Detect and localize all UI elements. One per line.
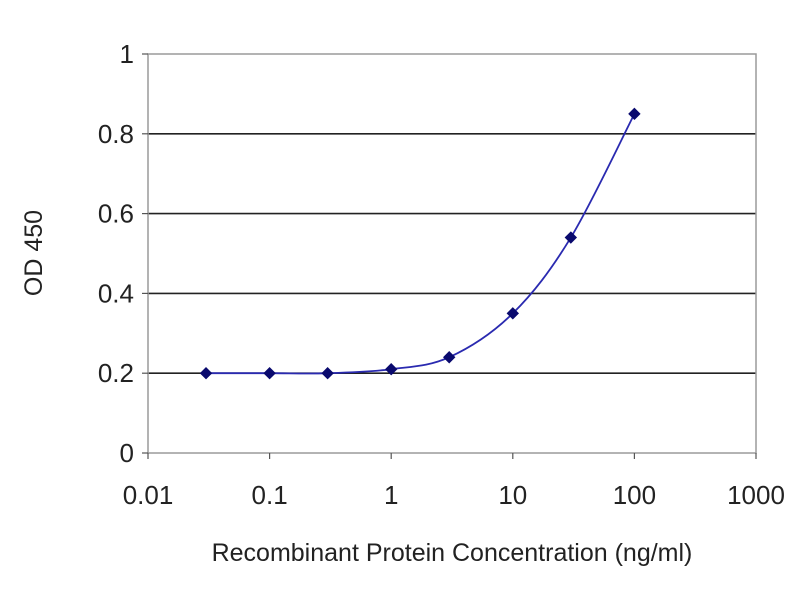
data-point-3: [443, 351, 456, 364]
data-point-30: [564, 231, 578, 244]
data-point-0.3: [321, 366, 334, 380]
y-tick-label-0.4: 0.4: [98, 278, 134, 308]
plot-area-frame: [147, 53, 757, 454]
data-point-0.03: [199, 366, 213, 380]
x-axis-ticks: 0.01 0.1 1 10 100 1000: [123, 453, 785, 510]
x-tick-label-0.01: 0.01: [123, 480, 174, 510]
y-tick-label-0: 0: [120, 438, 134, 468]
y-tick-label-1: 1: [120, 39, 134, 69]
data-point-10: [506, 307, 520, 320]
data-point-0.1: [263, 366, 276, 380]
y-tick-label-0.2: 0.2: [98, 358, 134, 388]
x-tick-label-10: 10: [498, 480, 527, 510]
y-axis-ticks: 0 0.2 0.4 0.6 0.8 1: [98, 39, 148, 468]
series-0-line: [206, 113, 636, 375]
gridlines: [148, 133, 756, 375]
data-series: [199, 107, 641, 380]
x-tick-label-1: 1: [384, 480, 398, 510]
data-point-1: [384, 363, 398, 376]
x-tick-label-1000: 1000: [727, 480, 785, 510]
x-tick-label-100: 100: [613, 480, 656, 510]
data-point-100: [628, 107, 641, 121]
y-tick-label-0.8: 0.8: [98, 119, 134, 149]
y-axis-title: OD 450: [20, 210, 48, 296]
y-tick-label-0.6: 0.6: [98, 199, 134, 229]
x-axis-title: Recombinant Protein Concentration (ng/ml…: [212, 539, 693, 567]
x-tick-label-0.1: 0.1: [252, 480, 288, 510]
